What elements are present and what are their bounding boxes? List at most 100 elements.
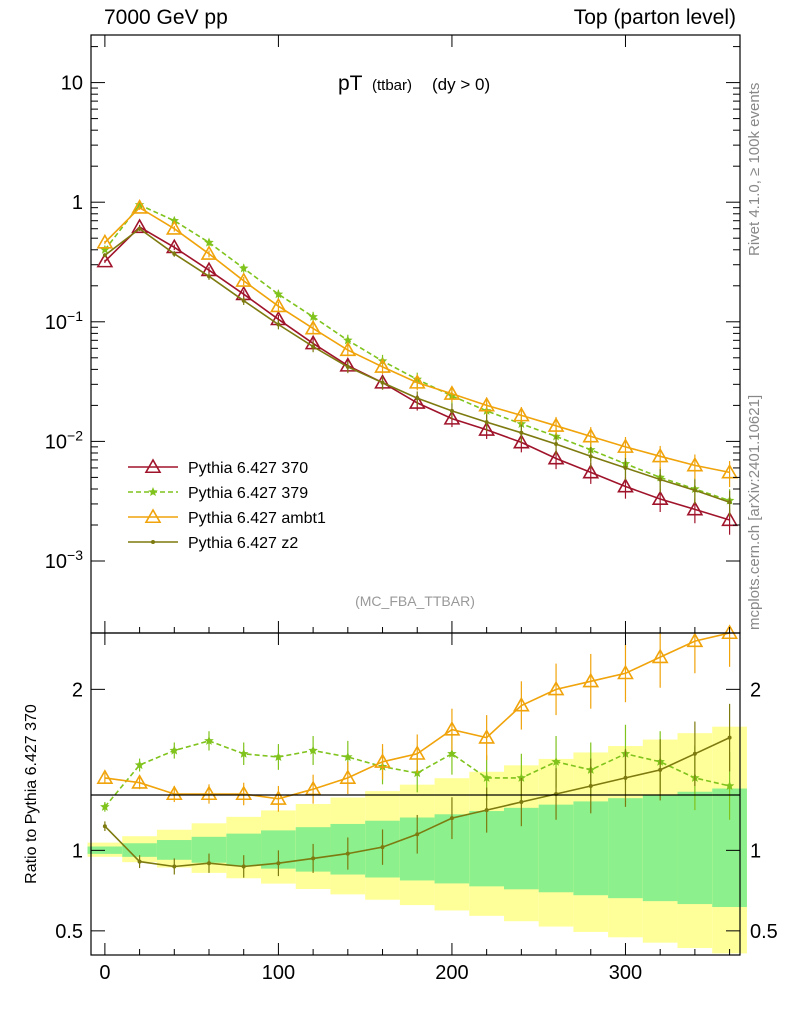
series-line xyxy=(104,203,730,502)
data-point xyxy=(415,396,420,401)
data-point xyxy=(345,364,350,369)
ratio-point xyxy=(204,735,214,745)
x-tick-label: 100 xyxy=(262,962,295,984)
x-tick-label: 200 xyxy=(435,962,468,984)
ratio-tick-label-right: 1 xyxy=(750,840,761,862)
ratio-point xyxy=(308,745,318,755)
data-point xyxy=(519,430,524,435)
data-point xyxy=(617,477,634,493)
ratio-point xyxy=(617,664,634,680)
data-point xyxy=(449,408,454,413)
data-point xyxy=(380,380,385,385)
data-point xyxy=(623,465,628,470)
legend-label: Pythia 6.427 z2 xyxy=(188,535,298,552)
ratio-point xyxy=(165,785,183,801)
y-tick-label: 1 xyxy=(72,192,83,214)
band-inner xyxy=(573,801,609,896)
y-tick-label: 10 xyxy=(61,73,83,95)
data-point xyxy=(374,358,391,373)
ratio-frame xyxy=(90,632,741,956)
ratio-point xyxy=(235,785,253,801)
data-point xyxy=(443,385,461,400)
band-inner xyxy=(642,794,678,902)
data-point xyxy=(651,490,669,506)
ratio-point xyxy=(311,856,316,861)
ratio-point xyxy=(408,745,426,760)
band-inner xyxy=(677,791,713,905)
ratio-point xyxy=(131,774,148,789)
band-inner xyxy=(156,840,192,860)
ratio-tick-label: 2 xyxy=(72,679,83,701)
watermark: (MC_FBA_TTBAR) xyxy=(355,593,475,609)
data-point xyxy=(239,263,249,273)
ratio-point xyxy=(172,864,177,869)
data-point xyxy=(408,374,426,389)
data-point xyxy=(408,394,426,409)
ratio-point xyxy=(134,760,145,770)
legend-label: Pythia 6.427 370 xyxy=(188,460,308,477)
data-point xyxy=(207,274,211,279)
title-cut: (dy > 0) xyxy=(432,75,490,94)
band-inner xyxy=(608,798,643,899)
data-point xyxy=(311,344,316,349)
data-point xyxy=(131,218,148,234)
ratio-point xyxy=(727,735,732,740)
x-tick-label: 300 xyxy=(609,962,642,984)
data-point xyxy=(582,463,600,479)
ratio-point xyxy=(447,748,457,758)
legend-marker xyxy=(151,540,155,544)
data-point xyxy=(131,199,148,214)
ratio-point xyxy=(241,864,246,869)
ratio-point xyxy=(270,790,287,805)
data-point xyxy=(658,477,663,482)
data-point xyxy=(547,449,565,465)
axis-ticks: 0 100 200 300 10−3 10−2 10−1 1 10 0.5 0.5 1 1 2 2 xyxy=(45,35,778,984)
ratio-point xyxy=(481,772,492,782)
ratio-point xyxy=(339,769,357,784)
data-point xyxy=(512,433,530,449)
data-point xyxy=(721,511,738,527)
data-point xyxy=(651,447,669,463)
data-point xyxy=(137,226,142,231)
ratio-point xyxy=(547,680,565,696)
data-point xyxy=(547,417,565,432)
title-main: pT xyxy=(338,72,363,95)
data-point xyxy=(588,454,593,459)
ratio-point xyxy=(102,824,107,829)
data-point xyxy=(96,252,114,268)
data-point xyxy=(484,420,489,425)
data-point xyxy=(721,463,738,479)
ratio-point xyxy=(415,832,420,837)
data-point xyxy=(443,410,461,425)
ratio-point xyxy=(582,672,600,688)
data-point xyxy=(204,237,214,247)
energy-label: 7000 GeV pp xyxy=(104,6,228,29)
data-point xyxy=(686,500,704,516)
ratio-point xyxy=(651,648,669,664)
ratio-point xyxy=(686,632,704,648)
ratio-point xyxy=(276,861,281,866)
data-point xyxy=(304,319,322,335)
legend: Pythia 6.427 370 Pythia 6.427 379 Pythia 6… xyxy=(128,458,326,552)
ratio-tick-label-right: 0.5 xyxy=(750,921,778,943)
ratio-point xyxy=(100,801,110,811)
x-tick-label: 0 xyxy=(99,962,110,984)
legend-marker xyxy=(148,487,158,496)
ratio-point xyxy=(374,753,391,768)
y-tick-label: 10−1 xyxy=(45,308,83,334)
data-point xyxy=(241,298,246,303)
y-tick-label: 10−2 xyxy=(45,427,83,453)
ratio-point xyxy=(721,624,738,640)
main-series-group xyxy=(96,199,738,535)
legend-label: Pythia 6.427 ambt1 xyxy=(188,510,326,527)
legend-marker xyxy=(144,508,162,524)
ratio-point xyxy=(200,785,218,801)
data-point xyxy=(102,253,107,258)
ratio-point xyxy=(137,859,142,864)
title-sub: (ttbar) xyxy=(372,77,412,94)
ratio-point xyxy=(169,745,179,755)
ratio-tick-label-right: 2 xyxy=(750,679,761,701)
data-point xyxy=(512,406,530,422)
data-point xyxy=(727,500,732,505)
ratio-point xyxy=(380,845,385,850)
